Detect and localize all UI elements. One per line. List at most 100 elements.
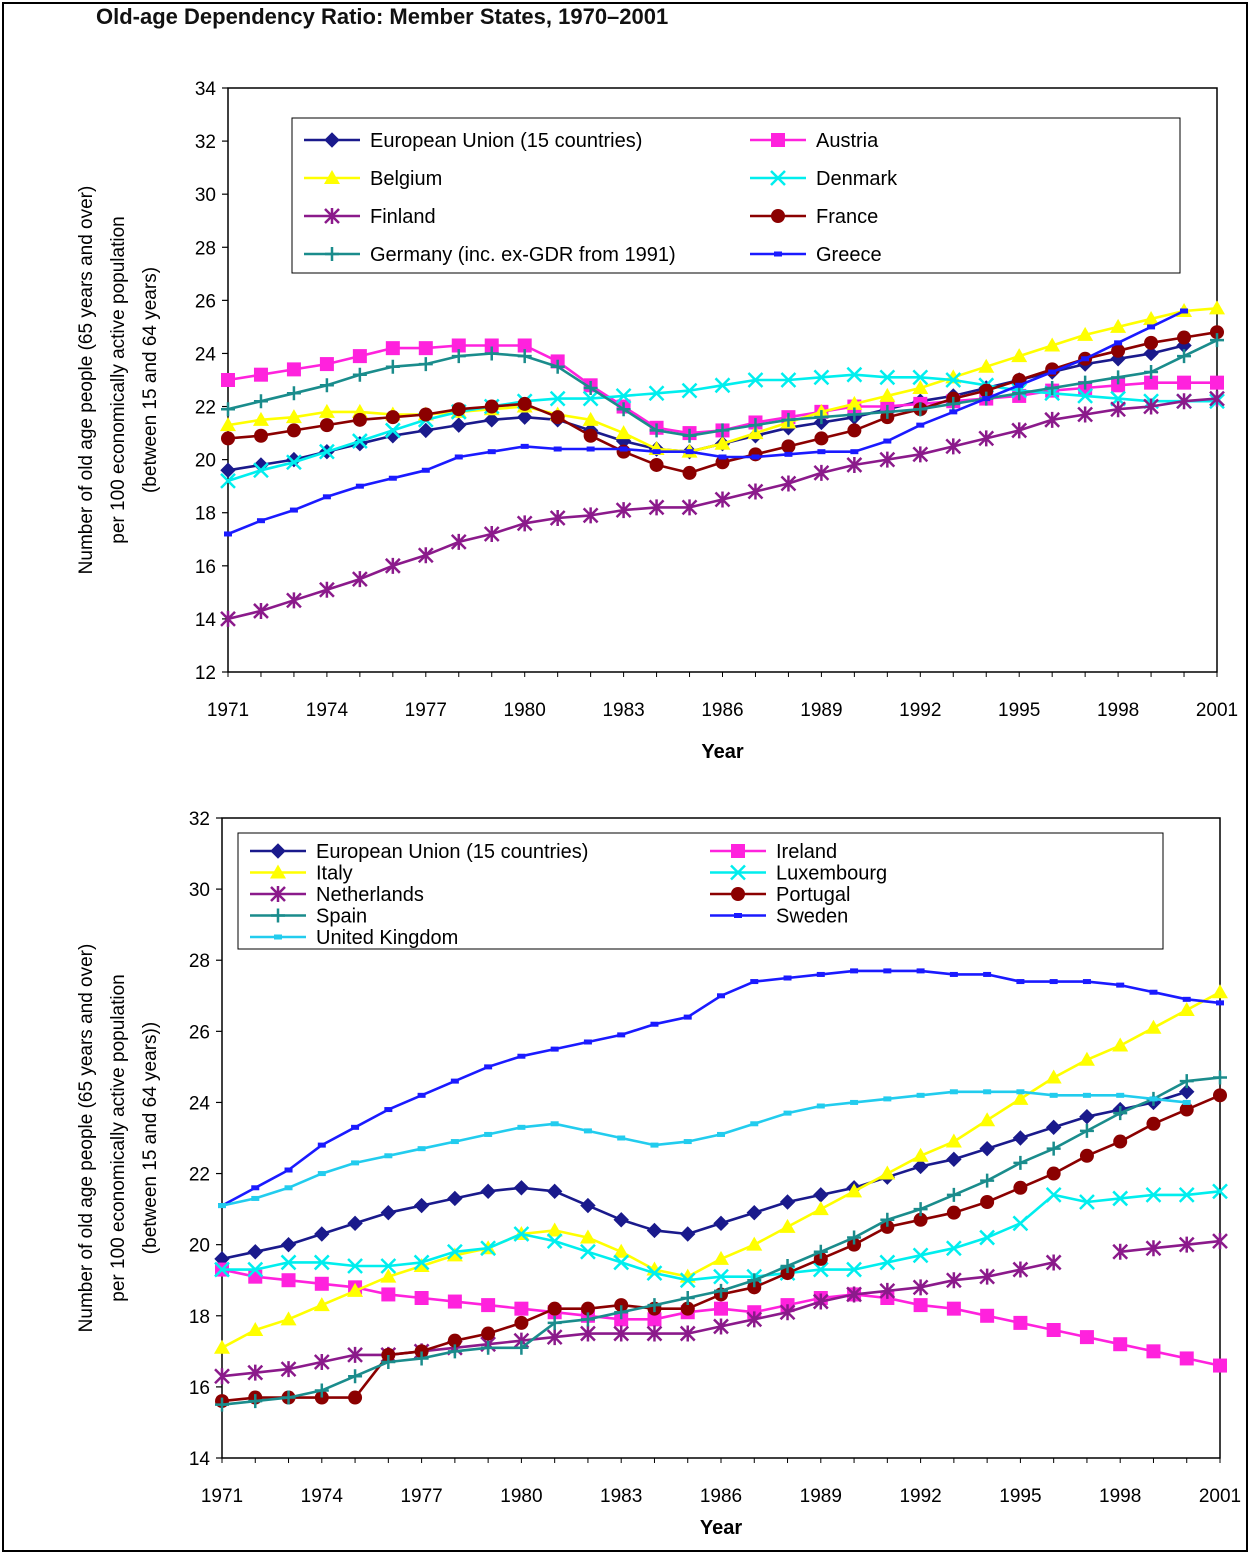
data-point-sweden bbox=[883, 968, 892, 974]
data-point-denmark bbox=[846, 366, 863, 383]
data-point-austria bbox=[517, 338, 532, 353]
data-point-germany-inc-ex-gdr-from-1991 bbox=[1144, 365, 1159, 380]
data-point-portugal bbox=[1146, 1116, 1161, 1131]
data-point-united-kingdom bbox=[850, 1099, 859, 1105]
data-point-sweden bbox=[1016, 979, 1025, 985]
y-tick-label: 22 bbox=[195, 398, 216, 419]
data-point-sweden bbox=[317, 1142, 326, 1148]
data-point-france bbox=[221, 431, 235, 446]
y-tick-label: 28 bbox=[189, 951, 210, 972]
legend-swatch-marker bbox=[324, 208, 340, 224]
data-point-luxembourg bbox=[1145, 1187, 1162, 1203]
series-line-austria bbox=[227, 344, 1217, 435]
series-line-united-kingdom bbox=[221, 1090, 1187, 1207]
data-point-sweden bbox=[450, 1078, 459, 1084]
data-point-france bbox=[1144, 335, 1159, 350]
data-point-greece bbox=[487, 449, 496, 455]
data-point-european-union-15-countries bbox=[247, 1244, 263, 1260]
data-point-portugal bbox=[1079, 1148, 1094, 1163]
legend-label: Ireland bbox=[776, 841, 837, 863]
data-point-luxembourg bbox=[446, 1243, 463, 1260]
data-point-finland bbox=[253, 602, 269, 619]
data-point-france bbox=[550, 410, 565, 425]
data-point-germany-inc-ex-gdr-from-1991 bbox=[517, 349, 532, 364]
data-point-germany-inc-ex-gdr-from-1991 bbox=[385, 359, 400, 374]
data-point-portugal bbox=[514, 1315, 529, 1330]
data-point-portugal bbox=[1046, 1166, 1061, 1181]
data-point-italy bbox=[779, 1218, 796, 1233]
y-axis-title-line: (between 15 and 64 years) bbox=[140, 267, 161, 493]
data-point-united-kingdom bbox=[517, 1124, 526, 1130]
data-point-sweden bbox=[983, 971, 992, 977]
data-point-ireland bbox=[1113, 1337, 1128, 1352]
chart-2: 14 16 18 20 22 24 26 28 30 32 1971 1974 1977 1980 1983… bbox=[76, 809, 1241, 1539]
data-point-sweden bbox=[1049, 979, 1058, 985]
data-point-luxembourg bbox=[1012, 1215, 1029, 1232]
data-point-belgium bbox=[846, 395, 863, 410]
data-point-denmark bbox=[615, 388, 632, 404]
data-point-portugal bbox=[880, 1219, 895, 1234]
data-point-portugal bbox=[747, 1280, 762, 1295]
data-point-finland bbox=[582, 507, 599, 524]
data-point-luxembourg bbox=[1212, 1183, 1228, 1200]
data-point-finland bbox=[813, 464, 830, 481]
data-point-spain bbox=[680, 1291, 695, 1305]
page-title: Old-age Dependency Ratio: Member States,… bbox=[96, 4, 669, 29]
data-point-netherlands bbox=[945, 1272, 962, 1289]
data-point-belgium bbox=[1011, 348, 1028, 363]
data-point-ireland bbox=[1013, 1315, 1028, 1330]
data-point-germany-inc-ex-gdr-from-1991 bbox=[682, 428, 697, 443]
data-point-finland bbox=[319, 581, 335, 598]
data-point-denmark bbox=[549, 390, 566, 407]
data-point-netherlands bbox=[546, 1329, 563, 1346]
data-point-austria bbox=[1210, 375, 1224, 390]
data-point-european-union-15-countries bbox=[447, 1190, 463, 1207]
data-point-european-union-15-countries bbox=[546, 1183, 563, 1200]
data-point-finland bbox=[780, 475, 797, 492]
data-point-spain bbox=[281, 1390, 296, 1405]
series-line-luxembourg bbox=[222, 1190, 1221, 1282]
data-point-netherlands bbox=[1012, 1261, 1029, 1278]
data-point-greece bbox=[949, 409, 958, 415]
data-point-european-union-15-countries bbox=[912, 1158, 929, 1175]
legend-entry-ireland: Ireland bbox=[710, 841, 837, 863]
data-point-netherlands bbox=[580, 1325, 596, 1342]
data-point-european-union-15-countries bbox=[1143, 345, 1159, 362]
data-point-netherlands bbox=[646, 1325, 663, 1342]
legend-entry-netherlands: Netherlands bbox=[250, 884, 424, 906]
data-point-greece bbox=[1147, 324, 1156, 330]
data-point-sweden bbox=[916, 968, 925, 974]
data-point-finland bbox=[1143, 398, 1159, 415]
y-tick-label: 18 bbox=[195, 504, 216, 525]
data-point-united-kingdom bbox=[417, 1146, 426, 1152]
data-point-netherlands bbox=[979, 1268, 996, 1285]
data-point-united-kingdom bbox=[317, 1171, 326, 1177]
legend-swatch-marker bbox=[325, 247, 339, 261]
data-point-sweden bbox=[1116, 982, 1125, 988]
data-point-germany-inc-ex-gdr-from-1991 bbox=[1177, 349, 1192, 364]
data-point-sweden bbox=[1082, 979, 1091, 985]
legend-label: France bbox=[816, 206, 878, 228]
data-point-italy bbox=[1145, 1019, 1162, 1034]
data-point-greece bbox=[784, 451, 793, 457]
data-point-luxembourg bbox=[1079, 1194, 1095, 1210]
data-point-finland bbox=[1110, 401, 1126, 418]
data-point-portugal bbox=[414, 1344, 429, 1359]
data-point-spain bbox=[514, 1340, 529, 1355]
data-point-finland bbox=[417, 547, 434, 564]
data-point-united-kingdom bbox=[251, 1195, 260, 1201]
data-point-germany-inc-ex-gdr-from-1991 bbox=[814, 410, 829, 425]
data-point-european-union-15-countries bbox=[646, 1222, 663, 1239]
data-point-luxembourg bbox=[945, 1240, 962, 1257]
data-point-greece bbox=[454, 454, 463, 460]
data-point-luxembourg bbox=[679, 1272, 696, 1289]
legend-label: Luxembourg bbox=[776, 863, 887, 885]
data-point-sweden bbox=[1149, 989, 1158, 995]
data-point-greece bbox=[553, 446, 562, 452]
data-point-austria bbox=[221, 373, 235, 387]
data-point-sweden bbox=[251, 1185, 260, 1191]
data-point-european-union-15-countries bbox=[1012, 1130, 1029, 1146]
series-united-kingdom bbox=[218, 1089, 1191, 1209]
data-point-sweden bbox=[1216, 1000, 1224, 1006]
